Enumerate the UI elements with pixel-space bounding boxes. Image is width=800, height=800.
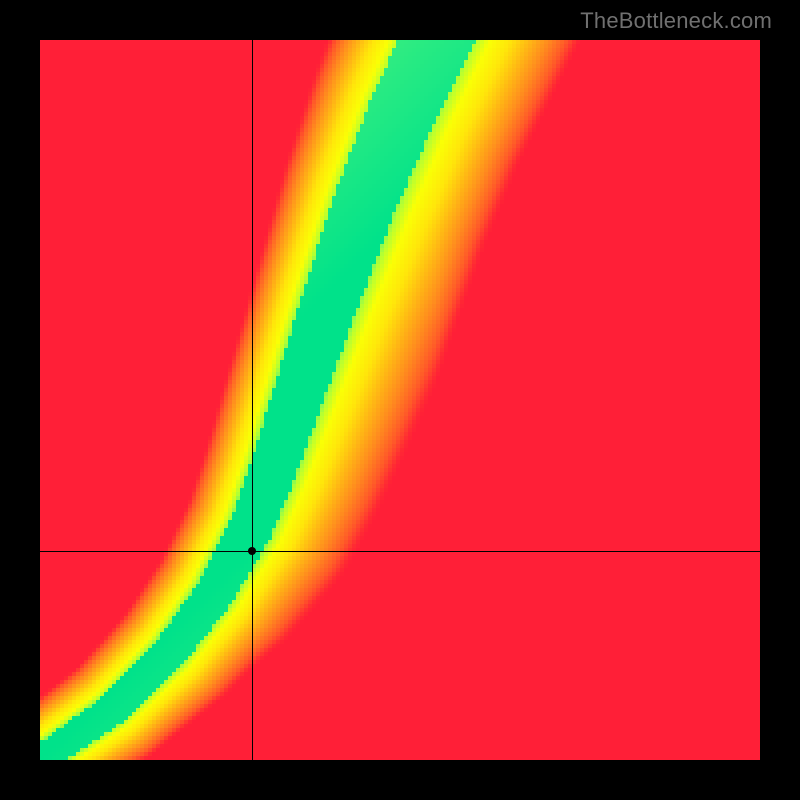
chart-frame: TheBottleneck.com — [0, 0, 800, 800]
bottleneck-heatmap — [40, 40, 760, 760]
crosshair-marker — [248, 547, 256, 555]
crosshair-horizontal — [40, 551, 760, 552]
watermark-text: TheBottleneck.com — [580, 8, 772, 34]
plot-area — [40, 40, 760, 760]
crosshair-vertical — [252, 40, 253, 760]
